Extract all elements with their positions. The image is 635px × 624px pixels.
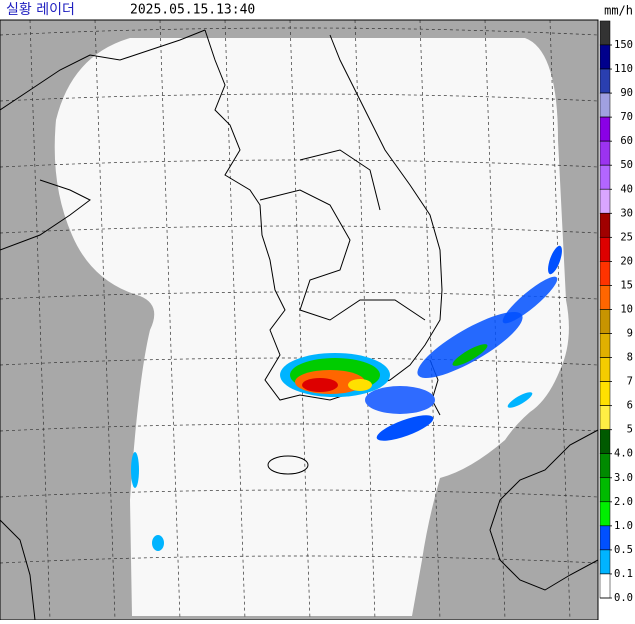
legend-swatch bbox=[599, 333, 611, 358]
legend-swatch bbox=[599, 381, 611, 406]
legend-label: 1.0 bbox=[614, 520, 633, 532]
legend-swatch bbox=[599, 477, 611, 503]
north-coast bbox=[0, 29, 206, 111]
japan-coast bbox=[489, 429, 599, 591]
rain-area bbox=[152, 535, 164, 551]
legend-label: 20 bbox=[620, 255, 633, 267]
legend-swatch bbox=[599, 140, 611, 166]
legend-swatch bbox=[599, 309, 611, 334]
legend-label: 0.0 bbox=[614, 592, 633, 604]
korea-coast bbox=[204, 29, 443, 401]
legend-swatch bbox=[599, 357, 611, 382]
rain-area bbox=[452, 344, 488, 366]
legend-label: 6 bbox=[627, 400, 633, 412]
precipitation bbox=[131, 245, 562, 551]
legend-label: 5 bbox=[627, 424, 633, 436]
grid-line bbox=[159, 19, 181, 621]
coastline bbox=[0, 29, 599, 621]
rain-area bbox=[348, 379, 372, 391]
legend-swatch bbox=[599, 164, 611, 190]
china-coast-south bbox=[0, 519, 36, 621]
legend-swatch bbox=[599, 68, 611, 94]
province-border bbox=[299, 149, 381, 211]
legend-swatch bbox=[599, 189, 611, 214]
legend-label: 90 bbox=[620, 87, 633, 99]
grid-line bbox=[354, 19, 376, 621]
rain-area bbox=[365, 386, 435, 414]
legend-label: 70 bbox=[620, 111, 633, 123]
legend-label: 10 bbox=[620, 303, 633, 315]
legend-label: 0.1 bbox=[614, 568, 633, 580]
legend-swatch bbox=[599, 92, 611, 118]
legend-label: 60 bbox=[620, 135, 633, 147]
rain-area bbox=[548, 245, 562, 275]
grid-line bbox=[94, 19, 116, 621]
rain-area bbox=[417, 311, 523, 379]
legend-swatch bbox=[599, 453, 611, 479]
grid-line bbox=[549, 19, 571, 621]
legend-label: 8 bbox=[627, 352, 633, 364]
jeju bbox=[267, 455, 309, 475]
legend-label: 150 bbox=[614, 39, 633, 51]
rain-area bbox=[376, 415, 434, 441]
timestamp: 2025.05.15.13:40 bbox=[130, 3, 255, 18]
legend-swatch bbox=[599, 116, 611, 142]
legend-label: 50 bbox=[620, 159, 633, 171]
legend-label: 40 bbox=[620, 183, 633, 195]
legend-swatch bbox=[599, 285, 611, 310]
legend-swatch bbox=[599, 213, 611, 238]
grid-line bbox=[29, 19, 51, 621]
rain-area bbox=[507, 392, 533, 408]
province-border bbox=[259, 189, 426, 321]
legend-swatch bbox=[599, 20, 611, 46]
radar-coverage bbox=[54, 38, 569, 616]
legend-label: 7 bbox=[627, 376, 633, 388]
legend: 150 110 90 70 60 50 40 30 25 20 15 10 9 8 7 6 5 4.0 3.0 2.0… bbox=[599, 20, 633, 604]
grid-line bbox=[419, 19, 441, 621]
legend-swatch bbox=[599, 573, 611, 599]
rain-area bbox=[131, 452, 139, 488]
legend-swatch bbox=[599, 44, 611, 70]
legend-label: 30 bbox=[620, 207, 633, 219]
legend-swatch bbox=[599, 261, 611, 286]
rain-area bbox=[302, 378, 338, 392]
legend-swatch bbox=[599, 501, 611, 527]
legend-label: 9 bbox=[627, 328, 633, 340]
unit: mm/h bbox=[604, 4, 633, 18]
grid-line bbox=[289, 19, 311, 621]
legend-label: 3.0 bbox=[614, 472, 633, 484]
legend-label: 2.0 bbox=[614, 496, 633, 508]
title: 실황 레이더 bbox=[6, 2, 75, 18]
grid-line bbox=[224, 19, 246, 621]
legend-label: 110 bbox=[614, 63, 633, 75]
map bbox=[0, 19, 599, 621]
rain-area bbox=[502, 276, 558, 324]
china-coast bbox=[0, 179, 91, 251]
legend-swatch bbox=[599, 405, 611, 430]
legend-label: 25 bbox=[620, 231, 633, 243]
legend-swatch bbox=[599, 429, 611, 454]
legend-swatch bbox=[599, 525, 611, 551]
legend-label: 0.5 bbox=[614, 544, 633, 556]
legend-swatch bbox=[599, 549, 611, 575]
legend-label: 15 bbox=[620, 279, 633, 291]
legend-swatch bbox=[599, 237, 611, 262]
legend-label: 4.0 bbox=[614, 448, 633, 460]
